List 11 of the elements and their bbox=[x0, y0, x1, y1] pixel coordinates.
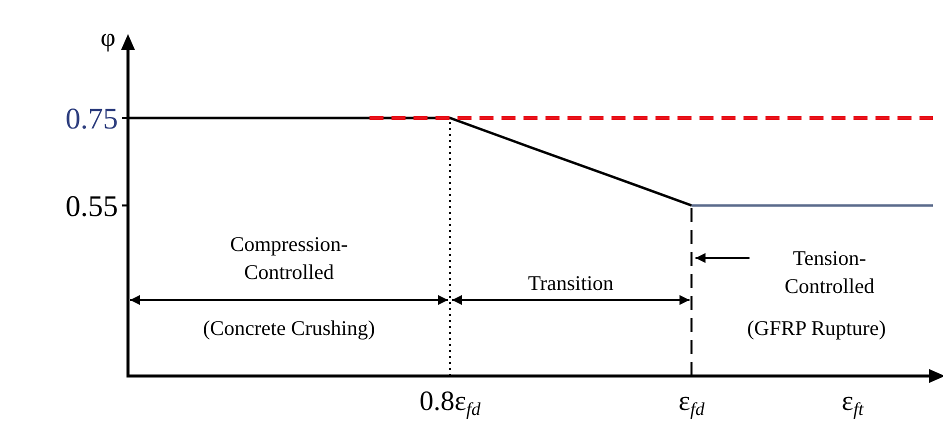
y-axis-title: φ bbox=[100, 23, 116, 52]
annotation: Compression- Controlled bbox=[230, 232, 348, 284]
annotation: Transition bbox=[528, 271, 614, 295]
y-tick-label: 0.55 bbox=[66, 190, 118, 223]
annotation: (GFRP Rupture) bbox=[747, 316, 886, 340]
annotation: Tension- Controlled bbox=[784, 246, 875, 298]
x-tick-label: 0.8ε$_{fd}$ bbox=[420, 386, 482, 418]
x-tick-label: ε$_{fd}$ bbox=[678, 386, 706, 418]
annotation: (Concrete Crushing) bbox=[202, 316, 376, 340]
x-tick-label: ε$_{ft}$ bbox=[842, 386, 864, 418]
y-tick-label: 0.75 bbox=[66, 102, 118, 136]
